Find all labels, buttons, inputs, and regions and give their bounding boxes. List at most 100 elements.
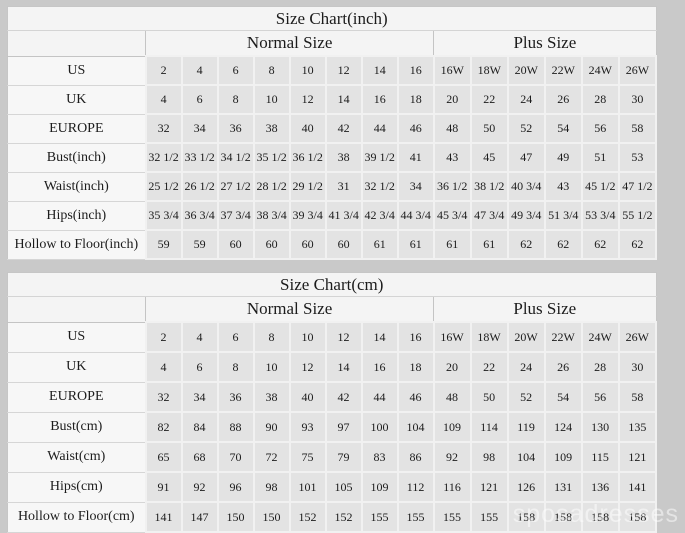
size-cell: 12 xyxy=(324,55,363,86)
row-label: US xyxy=(7,56,147,86)
row-label: Hollow to Floor(cm) xyxy=(7,502,147,533)
size-cell: 12 xyxy=(288,351,327,383)
size-cell: 16 xyxy=(360,84,399,115)
size-cell: 38 1/2 xyxy=(469,171,509,202)
row-label: Waist(cm) xyxy=(7,442,147,473)
size-cell: 24W xyxy=(580,55,620,86)
size-cell: 41 3/4 xyxy=(324,200,363,231)
size-cell: 20W xyxy=(506,55,546,86)
row-label: Waist(inch) xyxy=(7,172,147,202)
size-cell: 46 xyxy=(396,113,435,144)
size-cell: 22 xyxy=(469,351,509,383)
size-cell: 109 xyxy=(432,411,472,443)
group-normal-size: Normal Size xyxy=(145,296,434,323)
size-cell: 90 xyxy=(252,411,291,443)
size-cell: 22 xyxy=(469,84,509,115)
size-cell: 53 xyxy=(617,142,658,173)
size-cell: 112 xyxy=(396,471,435,503)
row-label: UK xyxy=(7,85,147,115)
table-row: Hips(cm) 91 92 96 98 101 105 109 112 116 121 126 131… xyxy=(7,471,658,503)
size-cell: 84 xyxy=(180,411,219,443)
size-cell: 32 xyxy=(144,381,183,413)
size-cell: 104 xyxy=(396,411,435,443)
size-cell: 22W xyxy=(543,55,583,86)
size-cell: 141 xyxy=(617,471,658,503)
size-cell: 16W xyxy=(432,321,472,353)
size-cell: 4 xyxy=(180,321,219,353)
size-cell: 20 xyxy=(432,351,472,383)
size-cell: 126 xyxy=(506,471,546,503)
size-cell: 26 1/2 xyxy=(180,171,219,202)
row-label: Hips(inch) xyxy=(7,201,147,231)
size-cell: 62 xyxy=(617,229,658,260)
size-cell: 18W xyxy=(469,55,509,86)
size-cell: 62 xyxy=(580,229,620,260)
size-cell: 56 xyxy=(580,113,620,144)
size-cell: 104 xyxy=(506,441,546,473)
size-cell: 155 xyxy=(396,501,435,533)
size-cell: 28 xyxy=(580,351,620,383)
size-cell: 34 xyxy=(396,171,435,202)
size-cell: 36 xyxy=(216,113,255,144)
table-row: Bust(cm) 82 84 88 90 93 97 100 104 109 114 119 124 13… xyxy=(7,411,658,443)
group-header-row: Normal Size Plus Size xyxy=(7,30,656,57)
size-cell: 68 xyxy=(180,441,219,473)
size-cell: 20 xyxy=(432,84,472,115)
size-cell: 36 3/4 xyxy=(180,200,219,231)
size-cell: 25 1/2 xyxy=(144,171,183,202)
size-cell: 54 xyxy=(543,381,583,413)
size-cell: 36 1/2 xyxy=(288,142,327,173)
size-cell: 115 xyxy=(580,441,620,473)
size-cell: 36 xyxy=(216,381,255,413)
size-cell: 49 xyxy=(543,142,583,173)
size-cell: 158 xyxy=(543,501,583,533)
size-cell: 116 xyxy=(432,471,472,503)
size-cell: 119 xyxy=(506,411,546,443)
size-cell: 91 xyxy=(144,471,183,503)
size-cell: 18 xyxy=(396,351,435,383)
size-cell: 26W xyxy=(617,55,658,86)
size-cell: 35 3/4 xyxy=(144,200,183,231)
size-cell: 42 xyxy=(324,113,363,144)
size-cell: 150 xyxy=(252,501,291,533)
size-cell: 52 xyxy=(506,113,546,144)
size-cell: 14 xyxy=(324,351,363,383)
size-cell: 16 xyxy=(396,55,435,86)
size-cell: 124 xyxy=(543,411,583,443)
size-cell: 38 3/4 xyxy=(252,200,291,231)
size-cell: 60 xyxy=(288,229,327,260)
corner-cell xyxy=(7,296,146,323)
size-cell: 4 xyxy=(144,84,183,115)
size-cell: 43 xyxy=(432,142,472,173)
size-cell: 39 1/2 xyxy=(360,142,399,173)
size-cell: 86 xyxy=(396,441,435,473)
size-cell: 52 xyxy=(506,381,546,413)
size-cell: 16W xyxy=(432,55,472,86)
group-normal-size: Normal Size xyxy=(145,30,434,57)
size-cell: 50 xyxy=(469,381,509,413)
size-cell: 22W xyxy=(543,321,583,353)
size-cell: 12 xyxy=(288,84,327,115)
size-cell: 47 3/4 xyxy=(469,200,509,231)
size-cell: 26W xyxy=(617,321,658,353)
size-cell: 45 1/2 xyxy=(580,171,620,202)
size-cell: 28 xyxy=(580,84,620,115)
size-cell: 35 1/2 xyxy=(252,142,291,173)
size-cell: 44 xyxy=(360,113,399,144)
size-cell: 70 xyxy=(216,441,255,473)
row-label: EUROPE xyxy=(7,382,147,413)
size-cell: 41 xyxy=(396,142,435,173)
size-cell: 114 xyxy=(469,411,509,443)
size-cell: 152 xyxy=(324,501,363,533)
table-row: EUROPE 32 34 36 38 40 42 44 46 48 50 52 54 56 58 xyxy=(7,381,658,413)
row-label: Bust(cm) xyxy=(7,412,147,443)
size-cell: 88 xyxy=(216,411,255,443)
size-cell: 26 xyxy=(543,351,583,383)
size-cell: 46 xyxy=(396,381,435,413)
table-title-inch: Size Chart(inch) xyxy=(7,6,656,31)
size-cell: 8 xyxy=(252,55,291,86)
size-cell: 32 xyxy=(144,113,183,144)
size-cell: 38 xyxy=(324,142,363,173)
size-cell: 4 xyxy=(180,55,219,86)
